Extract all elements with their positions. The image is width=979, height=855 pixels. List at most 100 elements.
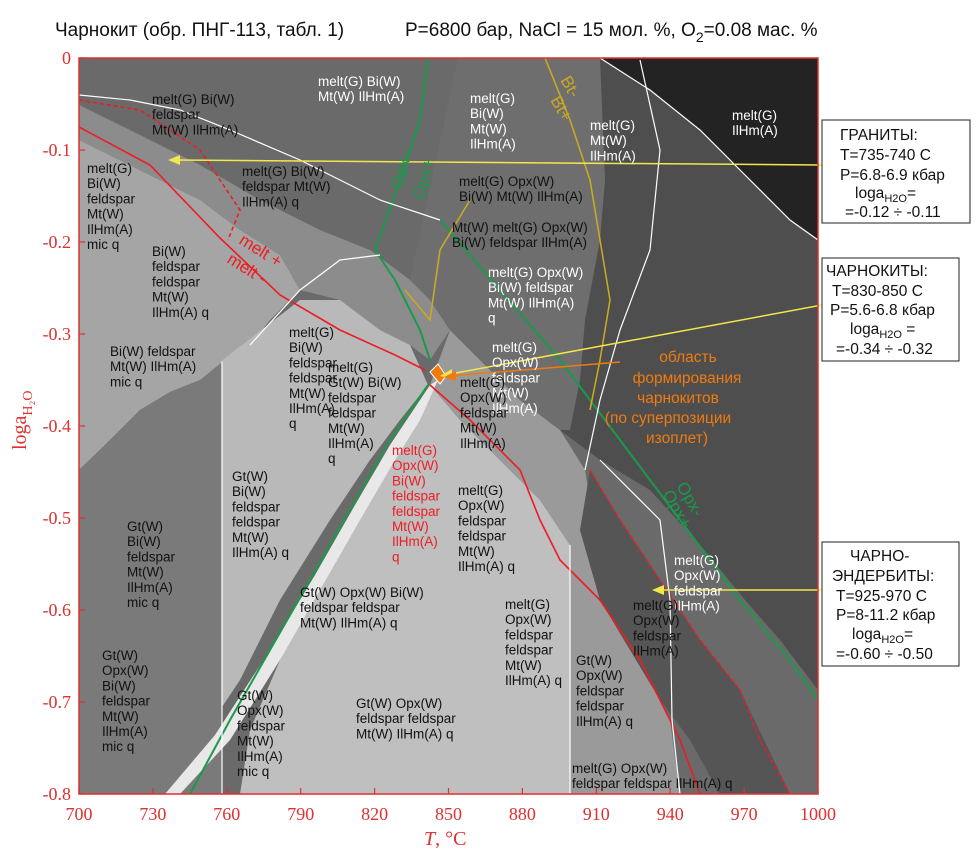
white-boundary-2 [599,58,818,241]
y-tick-label: -0.7 [43,692,72,712]
white-boundary-1 [79,94,441,221]
field-label: melt(G) Bi(W) Mt(W) IlHm(A) [470,91,516,152]
bt-boundary-line [544,58,611,411]
field-label: melt(G) Bi(W) feldspar Mt(W) IlHm(A) mic q [87,161,136,252]
field-gt-left [79,362,222,794]
field-label: melt(G) Mt(W) IlHm(A) [590,118,636,163]
charnockites-arrow [444,304,823,376]
callout-charnoenderbites: ЧАРНО- ЭНДЕРБИТЫ: T=925-970 С P=8-11.2 к… [821,541,960,667]
y-tick-label: -0.1 [43,140,72,160]
field-label: melt(G) Opx(W) feldspar Mt(W) IlHm(A) [460,375,509,451]
field-label: melt(G) Bi(W) feldspar Mt(W) IlHm(A) [152,92,238,137]
field-label: Gt(W) Bi(W) feldspar Mt(W) IlHm(A) mic q [127,519,176,610]
y-tick-label: -0.5 [43,508,72,528]
melt-boundary-line [79,126,426,371]
diagram-title-sample: Чарнокит (обр. ПНГ-113, табл. 1) [55,20,344,41]
x-tick-label: 940 [657,804,684,824]
phase-fields [79,58,818,794]
callout-granites-a: logaH2O= [855,185,916,205]
y-tick-label: -0.4 [43,416,72,436]
melt-boundary-dashed [79,99,241,241]
field-opx-band [430,330,680,794]
x-tick-label: 1000 [800,804,836,824]
granites-arrow [174,159,823,166]
charnockite-region-text-line: область [659,349,716,366]
field-label: Gt(W) Opx(W) Bi(W) feldspar feldspar Mt(W)… [300,585,424,630]
field-label: melt(G) Bi(W) Mt(W) IlHm(A) [318,74,404,104]
charnockite-region-pointer [449,361,621,377]
callout-charnoenderbites-p: P=8-11.2 кбар [836,607,935,624]
field-bt-region [410,58,605,430]
field-label: Gt(W) Opx(W) feldspar feldspar IlHm(A) q [576,653,633,729]
callout-granites-t: T=735-740 С [840,147,931,164]
callout-charnoenderbites-range: =-0.60 ÷ -0.50 [836,646,933,663]
callout-charnockites-t: T=830-850 С [832,283,923,300]
x-tick-label: 880 [509,804,536,824]
callout-charnoenderbites-a: logaH2O= [852,626,913,646]
charnockite-region-text-line: формирования [633,370,742,387]
x-tick-label: 790 [287,804,314,824]
y-axis-label: logaH₂O [9,390,36,450]
field-dark-topright [600,58,818,240]
field-label: Mt(W) melt(G) Opx(W) Bi(W) feldspar IlHm(… [452,220,588,250]
field-label: Gt(W) Opx(W) Bi(W) feldspar Mt(W) IlHm(A) mic … [102,648,151,754]
white-boundary-6 [599,459,681,794]
melt-boundary-lower [429,384,701,794]
opx-boundary-right [439,219,818,701]
field-label: melt(G) Opx(W) Bi(W) Mt(W) IlHm(A) [459,174,583,204]
callout-charnockites-title: ЧАРНОКИТЫ: [826,263,928,280]
x-axis-ticks: 700 730 760 790 820 850 880 910 940 970 1000 [66,788,836,824]
field-red-band [580,470,790,794]
bt-boundary-left [404,199,471,322]
callout-charnoenderbites-t: T=925-970 С [836,588,927,605]
y-tick-label: -0.2 [43,232,72,252]
field-label: melt(G) Opx(W) feldspar IlHm(A) [633,598,682,659]
y-tick-label: -0.6 [43,600,72,620]
white-boundary-5 [584,59,661,471]
diagram-title-conditions: P=6800 бар, NaCl = 15 мол. %, O2=0.08 ма… [405,20,818,45]
white-boundary-7 [249,254,381,346]
field-light-center [160,300,428,794]
field-label: melt(G) Opx(W) feldspar feldspar IlHm(A) … [572,761,733,791]
charnockite-region-text-line: изоплет) [646,430,708,447]
y-tick-label: -0.8 [43,784,72,804]
field-label: melt(G) Opx(W) feldspar Mt(W) IlHm(A) [492,340,541,416]
callout-granites: ГРАНИТЫ: T=735-740 С P=6.8-6.9 кбар loga… [821,119,971,224]
x-tick-label: 970 [731,804,758,824]
callout-granites-range: =-0.12 ÷ -0.11 [845,204,941,221]
field-label: melt(G) Bi(W) feldspar feldspar Mt(W) IlHm(A)… [289,325,338,431]
callout-charnoenderbites-title1: ЧАРНО- [850,548,909,565]
callout-granites-p: P=6.8-6.9 кбар [840,167,945,184]
field-label: melt(G) Opx(W) Bi(W) feldspar Mt(W) IlHm(A… [488,265,583,326]
x-tick-label: 730 [139,804,166,824]
x-axis-label: T, °C [424,828,466,850]
field-label: Gt(W) Bi(W) feldspar feldspar Mt(W) IlHm(A) q [232,469,289,560]
field-label: Bi(W) feldspar feldspar Mt(W) IlHm(A) q [152,244,209,320]
y-axis-ticks: 0 -0.1 -0.2 -0.3 -0.4 -0.5 -0.6 -0.7 -0.8 [43,48,85,804]
field-label: melt(G) Opx(W) feldspar feldspar Mt(W) IlHm(A… [505,597,562,688]
field-labels: melt(G) Bi(W) feldspar Mt(W) IlHm(A)melt(G… [87,74,778,791]
x-tick-label: 820 [361,804,388,824]
field-light-lower [240,385,570,794]
callout-charnockites: ЧАРНОКИТЫ: T=830-850 С P=5.6-6.8 кбар lo… [821,257,960,362]
callout-granites-title: ГРАНИТЫ: [840,127,918,144]
callout-charnockites-p: P=5.6-6.8 кбар [830,302,935,319]
field-label: melt(G) Opx(W) feldspar feldspar Mt(W) IlHm(A… [458,483,515,574]
melt-boundary-right-dashed [589,469,791,794]
field-label: melt(G) Bi(W) feldspar Mt(W) IlHm(A) q [242,164,331,209]
opx-boundary-line [373,58,431,361]
field-label: Gt(W) Opx(W) feldspar feldspar Mt(W) IlHm(… [356,696,456,741]
charnockite-region-text-line: чарнокитов [637,390,719,407]
callout-arrows [168,155,823,595]
x-tick-label: 700 [66,804,93,824]
field-thin-band [165,380,438,794]
x-tick-label: 760 [213,804,240,824]
charnockite-region-text-line: (по суперпозиции [605,410,731,427]
field-label: melt(G) IlHm(A) [732,108,778,138]
y-tick-label: 0 [62,48,71,68]
field-mid-band [79,105,450,360]
field-light-left [79,140,300,470]
x-tick-label: 850 [435,804,462,824]
field-label: melt(G) Opx(W) feldspar IlHm(A) [674,553,723,614]
